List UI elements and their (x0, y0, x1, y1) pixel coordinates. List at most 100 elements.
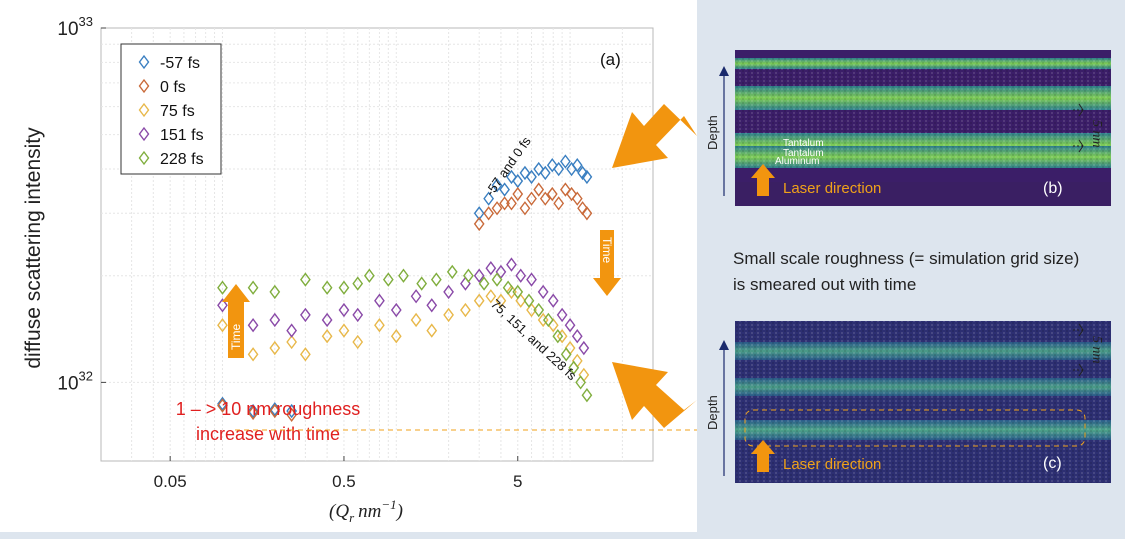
legend-marker (138, 150, 150, 166)
bottom-strip (0, 532, 697, 539)
data-point (269, 402, 281, 417)
data-point (539, 165, 551, 181)
data-point (553, 196, 565, 211)
data-point (269, 284, 281, 300)
data-point (430, 272, 442, 287)
svg-text:Time: Time (600, 237, 614, 264)
data-point (566, 186, 577, 202)
axis-ticks: 0.05 0.5 5 1032 1033 (57, 14, 522, 491)
data-point (269, 340, 281, 356)
data-point (537, 284, 549, 300)
data-point (390, 302, 402, 318)
x-axis-label: (Qr nm−1) (329, 497, 403, 525)
roughness-text-line2: increase with time (196, 424, 340, 444)
data-point (552, 329, 564, 344)
data-point (398, 268, 409, 283)
data-point (217, 396, 228, 411)
data-point (560, 154, 571, 169)
data-point (539, 191, 551, 206)
data-point (443, 284, 454, 300)
data-point (352, 334, 364, 350)
data-point (581, 388, 593, 403)
data-point (533, 161, 545, 177)
data-point (556, 329, 568, 344)
data-point (542, 312, 554, 328)
orange-arrow-upper (612, 104, 697, 168)
data-point (321, 280, 333, 295)
data-point (560, 347, 572, 362)
roughness-description: Small scale roughness (= simulation grid… (733, 249, 1080, 294)
legend-label: -57 fs (160, 55, 200, 72)
data-point (506, 196, 517, 211)
data-point (526, 191, 537, 206)
data-point (338, 280, 350, 295)
data-point (390, 329, 402, 344)
data-point (410, 312, 422, 328)
y-axis-label: diffuse scattering intensity (22, 127, 45, 369)
data-point (217, 298, 228, 313)
time-arrow-up: Time (222, 284, 250, 358)
data-point (382, 272, 394, 287)
panel-b-depth-arrow-icon (719, 66, 729, 196)
data-point (286, 407, 298, 422)
data-point (321, 312, 333, 328)
data-point (352, 307, 364, 323)
y-tick-label: 1032 (57, 368, 93, 394)
data-points (217, 154, 593, 422)
panel-label-a: (a) (600, 50, 621, 69)
data-point (512, 186, 524, 202)
data-point (300, 347, 311, 362)
data-point (491, 201, 503, 216)
data-point (523, 293, 535, 308)
data-point (217, 398, 228, 413)
panel-c-depth-arrow-icon (719, 340, 729, 476)
data-point (300, 272, 311, 287)
data-point (533, 302, 545, 318)
data-point (571, 191, 583, 206)
panel-c-depth-label: Depth (705, 395, 720, 430)
data-point (321, 329, 333, 344)
y-tick-label: 1033 (57, 14, 93, 40)
data-point (410, 289, 422, 304)
data-point (495, 293, 507, 308)
data-point (485, 289, 497, 304)
data-point (247, 405, 259, 421)
x-tick-label: 0.5 (332, 472, 356, 491)
data-point (577, 165, 588, 181)
data-point (338, 302, 350, 318)
panel-c-laser-label: Laser direction (783, 456, 881, 473)
data-point (460, 302, 471, 318)
panel-b-layer-2: Aluminum (775, 156, 819, 167)
panel-b-layer-3: Tantalum (783, 148, 824, 159)
data-point (426, 323, 438, 338)
panel-b-depth-label: Depth (705, 115, 720, 150)
data-point (217, 318, 228, 333)
data-point (546, 158, 558, 173)
data-point (416, 276, 428, 291)
data-point (571, 158, 583, 173)
legend: -57 fs 0 fs 75 fs 151 fs 228 fs (120, 43, 222, 175)
data-point (269, 403, 281, 419)
data-point (512, 284, 524, 300)
data-point (560, 182, 571, 197)
x-tick-label: 0.05 (154, 472, 187, 491)
orange-arrow-lower (612, 362, 697, 428)
data-point (269, 312, 281, 328)
data-point (533, 182, 545, 197)
panel-b-laser-arrow-icon (751, 164, 775, 196)
legend-marker (138, 54, 150, 70)
legend-marker (138, 102, 150, 118)
data-point (247, 347, 259, 362)
data-point (443, 307, 454, 323)
panel-b-layer-1: Tantalum (783, 138, 824, 149)
legend-marker (138, 78, 150, 94)
data-point (374, 293, 385, 308)
legend-label: 151 fs (160, 127, 204, 144)
data-point (571, 329, 583, 344)
roughness-text-line1: 1 – > 10 nm roughness (176, 399, 361, 419)
data-point (247, 280, 259, 295)
data-point (553, 161, 565, 177)
simulation-panels: Tantalum Aluminum Tantalum Laser directi… (705, 50, 1111, 483)
data-point (473, 293, 485, 308)
data-point (575, 375, 587, 390)
